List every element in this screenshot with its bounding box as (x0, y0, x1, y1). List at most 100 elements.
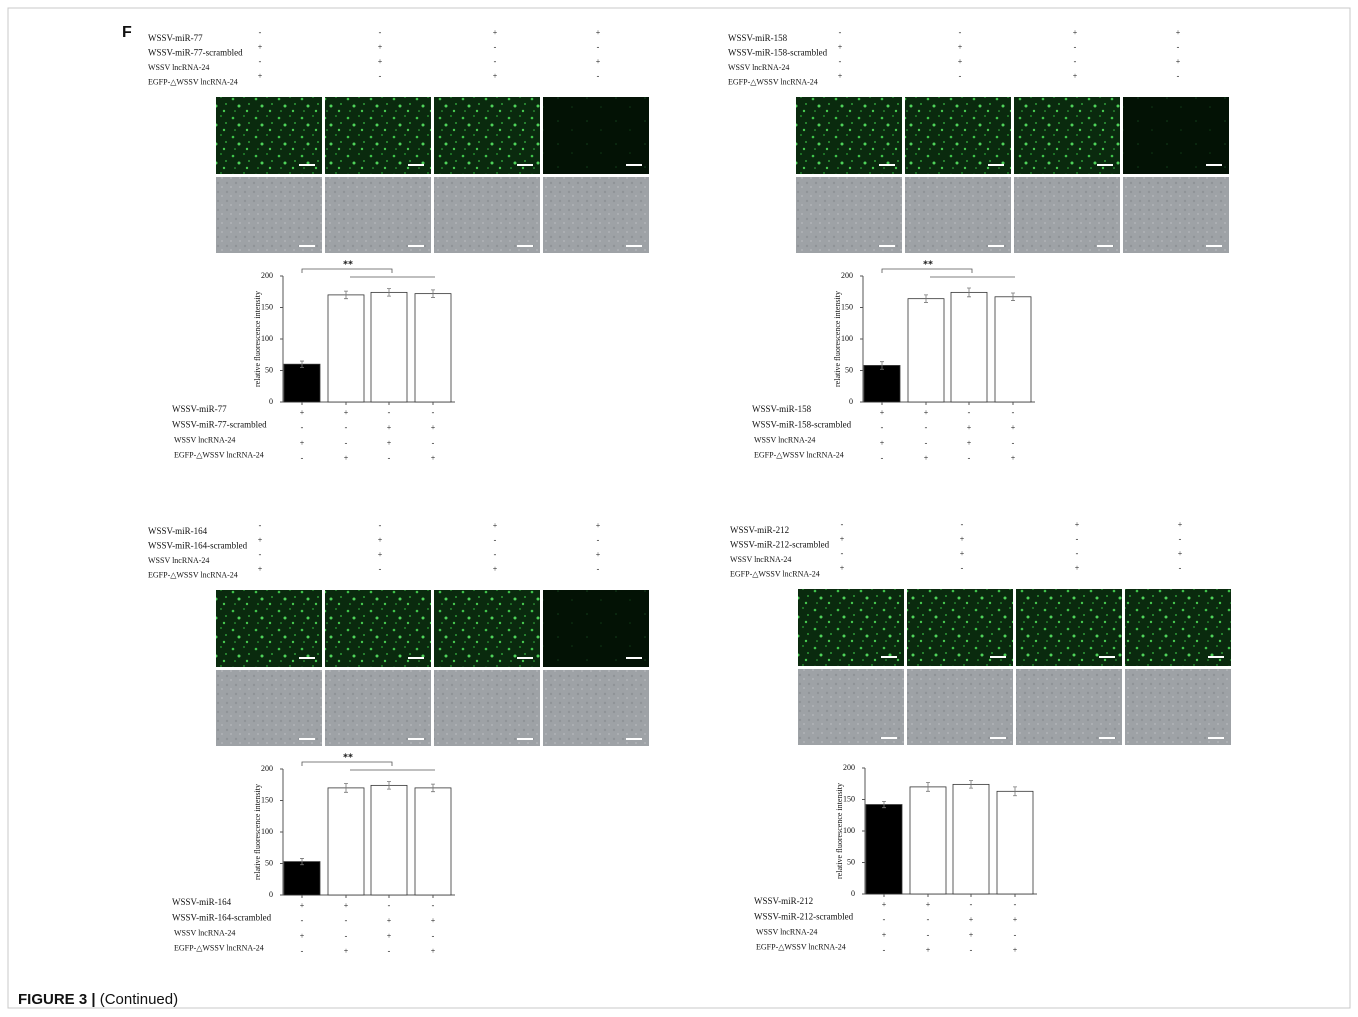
bar (995, 297, 1031, 402)
bar (371, 785, 407, 895)
condition-label: WSSV-miR-164-scrambled (172, 912, 272, 922)
condition-label: WSSV-miR-77-scrambled (172, 419, 267, 429)
bar (866, 805, 902, 894)
condition-sign: + (493, 71, 498, 80)
fluorescence-image (216, 590, 322, 667)
condition-sign: - (379, 564, 382, 573)
condition-sign: + (924, 408, 929, 417)
condition-sign: - (259, 57, 262, 66)
significance-label: ** (923, 259, 933, 270)
condition-label: WSSV-miR-158-scrambled (728, 48, 828, 58)
condition-label: EGFP-△WSSV lncRNA-24 (148, 77, 238, 86)
fluorescence-image (907, 589, 1013, 666)
condition-label: EGFP-△WSSV lncRNA-24 (148, 570, 238, 579)
y-axis-label: relative fluorescence intensity (833, 291, 842, 387)
y-tick-label: 100 (843, 826, 855, 835)
condition-sign: + (344, 408, 349, 417)
condition-sign: - (432, 931, 435, 940)
condition-sign: + (300, 438, 305, 447)
condition-sign: + (493, 28, 498, 37)
condition-sign: - (494, 550, 497, 559)
condition-sign: + (387, 423, 392, 432)
panel: WSSV-miR-158 - - + + WSSV-miR-158-scrambled + +… (728, 28, 1229, 463)
condition-sign: + (880, 408, 885, 417)
condition-sign: + (1075, 520, 1080, 529)
y-tick-label: 200 (843, 763, 855, 772)
panel: WSSV-miR-164--++WSSV-miR-164-scrambled++… (148, 521, 649, 956)
condition-label: WSSV lncRNA-24 (754, 435, 815, 444)
bar (328, 788, 364, 895)
condition-sign: + (258, 564, 263, 573)
fluorescence-image (1125, 589, 1231, 666)
brightfield-image (434, 670, 540, 746)
bar (910, 787, 946, 894)
caption-figure: FIGURE 3 | (18, 991, 96, 1008)
condition-sign: - (1014, 930, 1017, 939)
condition-sign: - (301, 947, 304, 956)
condition-sign: + (1073, 28, 1078, 37)
condition-sign: + (1178, 520, 1183, 529)
condition-label: EGFP-△WSSV lncRNA-24 (174, 451, 264, 460)
figure: F FIGURE 3 | (Continued) WSSV-miR-77 - - + +… (0, 0, 1358, 1017)
significance-label: ** (343, 752, 353, 763)
condition-sign: - (1177, 71, 1180, 80)
condition-sign: + (258, 42, 263, 51)
condition-sign: + (300, 901, 305, 910)
caption: FIGURE 3 | (Continued) (18, 991, 178, 1008)
condition-label: EGFP-△WSSV lncRNA-24 (754, 451, 844, 460)
condition-sign: - (881, 423, 884, 432)
condition-sign: + (431, 454, 436, 463)
condition-sign: + (344, 947, 349, 956)
condition-sign: - (961, 563, 964, 572)
condition-sign: + (344, 901, 349, 910)
condition-sign: + (596, 550, 601, 559)
condition-sign: - (883, 946, 886, 955)
condition-label: WSSV lncRNA-24 (728, 63, 789, 72)
condition-sign: - (379, 28, 382, 37)
condition-label: WSSV-miR-158 (728, 33, 788, 43)
fluorescence-image (543, 590, 649, 667)
condition-sign: + (969, 930, 974, 939)
y-tick-label: 150 (841, 302, 853, 311)
condition-sign: - (345, 916, 348, 925)
condition-label: WSSV lncRNA-24 (174, 435, 235, 444)
condition-label: WSSV lncRNA-24 (148, 63, 209, 72)
condition-sign: - (970, 900, 973, 909)
fluorescence-image (325, 97, 431, 174)
y-tick-label: 50 (847, 857, 855, 866)
panel-label: F (122, 24, 132, 41)
condition-sign: + (258, 535, 263, 544)
condition-label: WSSV-miR-158-scrambled (752, 419, 852, 429)
y-tick-label: 200 (841, 271, 853, 280)
condition-sign: + (387, 438, 392, 447)
bar (415, 788, 451, 895)
y-axis-label: relative fluorescence intensity (253, 784, 262, 880)
condition-sign: - (1074, 57, 1077, 66)
condition-label: WSSV lncRNA-24 (148, 556, 209, 565)
condition-sign: + (840, 534, 845, 543)
brightfield-image (1016, 669, 1122, 745)
condition-sign: - (259, 28, 262, 37)
bar (864, 365, 900, 402)
condition-sign: + (1178, 549, 1183, 558)
condition-sign: - (927, 915, 930, 924)
condition-sign: - (1177, 42, 1180, 51)
condition-sign: - (301, 454, 304, 463)
condition-sign: + (1013, 915, 1018, 924)
condition-sign: + (838, 71, 843, 80)
y-tick-label: 0 (269, 890, 273, 899)
condition-label: WSSV-miR-212-scrambled (754, 911, 854, 921)
condition-sign: + (1075, 563, 1080, 572)
condition-sign: - (597, 535, 600, 544)
condition-sign: + (840, 563, 845, 572)
condition-label: WSSV-miR-212-scrambled (730, 540, 830, 550)
condition-sign: - (881, 454, 884, 463)
condition-sign: + (926, 900, 931, 909)
condition-label: WSSV-miR-77 (148, 33, 203, 43)
fluorescence-image (325, 590, 431, 667)
condition-sign: - (494, 535, 497, 544)
condition-sign: - (388, 454, 391, 463)
condition-sign: + (882, 900, 887, 909)
condition-sign: - (1012, 408, 1015, 417)
condition-sign: - (301, 916, 304, 925)
